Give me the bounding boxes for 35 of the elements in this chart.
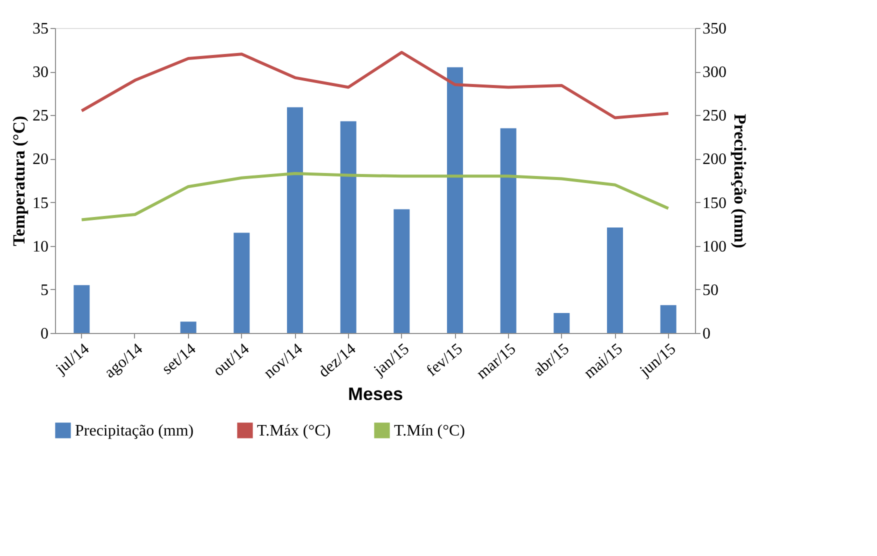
bar (500, 128, 516, 333)
y-tick-label: 10 (32, 238, 48, 256)
y2-axis-title: Precipitação (mm) (730, 114, 750, 248)
y-tick-label: 25 (32, 108, 48, 125)
y-tick-label: 0 (40, 326, 48, 342)
bar (394, 209, 410, 333)
line-series (80, 172, 670, 222)
x-axis-title: Meses (348, 384, 404, 404)
bar (74, 285, 90, 333)
bar (607, 228, 623, 333)
y-axis-title: Temperatura (°C) (10, 116, 28, 246)
line-series (80, 50, 670, 120)
y2-tick-label: 200 (702, 151, 726, 168)
y-tick-label: 30 (32, 64, 48, 82)
y-tick-label: 20 (32, 151, 48, 168)
y2-tick-label: 50 (702, 282, 718, 299)
y-tick-label: 15 (32, 194, 48, 212)
bar (234, 232, 250, 333)
y2-tick-label: 350 (702, 20, 726, 38)
legend-label: T.Máx (°C) (257, 422, 331, 440)
y2-tick-label: 250 (702, 108, 726, 125)
y-tick-label: 5 (40, 282, 48, 299)
bar (660, 305, 676, 333)
bar (340, 121, 356, 333)
bar (554, 312, 570, 333)
y2-tick-label: 100 (702, 238, 726, 256)
y2-tick-label: 300 (702, 64, 726, 82)
legend-label: Precipitação (mm) (75, 422, 194, 440)
bar (287, 107, 303, 333)
y2-tick-label: 150 (702, 194, 726, 212)
bar (180, 322, 196, 333)
y-tick-label: 35 (32, 20, 48, 38)
y2-tick-label: 0 (702, 326, 710, 342)
legend-label: T.Mín (°C) (394, 422, 465, 440)
bar (447, 67, 463, 333)
